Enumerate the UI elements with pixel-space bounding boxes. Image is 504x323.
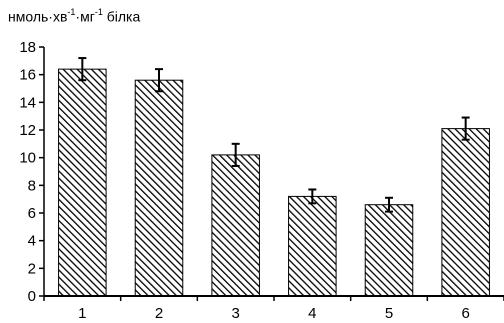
y-tick-label-6: 6 (28, 205, 36, 222)
y-tick-label-16: 16 (19, 67, 36, 84)
error-bars-layer (78, 57, 470, 213)
chart-title: нмоль·хв-1·мг-1 білка (8, 7, 141, 25)
y-tick-label-0: 0 (28, 288, 36, 305)
bar-3 (211, 154, 260, 297)
y-tick-label-12: 12 (19, 122, 36, 139)
x-tick-label-2: 2 (155, 305, 163, 322)
y-tick-label-8: 8 (28, 177, 36, 194)
x-tick-label-3: 3 (231, 305, 239, 322)
x-tick-label-5: 5 (385, 305, 393, 322)
x-tick-label-1: 1 (78, 305, 86, 322)
title-sup-1: -1 (67, 7, 76, 17)
bar-4 (288, 195, 337, 297)
title-middle: ·мг (75, 8, 95, 25)
y-tick-label-2: 2 (28, 260, 36, 277)
y-tick-label-10: 10 (19, 150, 36, 167)
bars-layer (58, 68, 490, 297)
title-sup-2: -1 (94, 7, 103, 17)
y-tick-label-14: 14 (19, 94, 36, 111)
y-tick-label-4: 4 (28, 233, 36, 250)
bar-6 (441, 128, 490, 297)
bar-5 (364, 204, 414, 297)
x-tick-label-4: 4 (308, 305, 316, 322)
bar-2 (134, 79, 184, 297)
x-tick-label-6: 6 (461, 305, 469, 322)
title-prefix: нмоль·хв (8, 8, 68, 25)
bar-1 (58, 68, 107, 297)
title-suffix: білка (102, 8, 141, 25)
y-tick-label-18: 18 (19, 39, 36, 56)
